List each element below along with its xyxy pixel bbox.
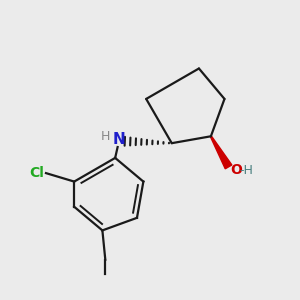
Text: N: N [113,132,125,147]
Text: O: O [230,164,242,177]
Polygon shape [210,136,232,169]
Text: H: H [101,130,110,143]
Text: Cl: Cl [30,166,44,180]
Text: -H: -H [240,164,254,177]
